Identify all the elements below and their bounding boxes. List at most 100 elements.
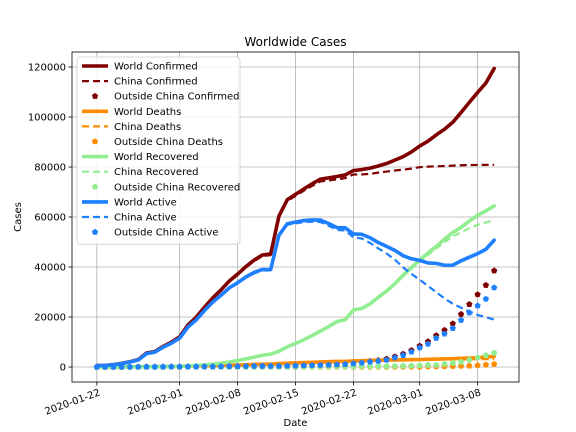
- legend-item: China Recovered: [82, 167, 198, 178]
- data-point: [449, 359, 456, 366]
- data-point: [217, 363, 225, 370]
- data-point: [358, 359, 365, 366]
- data-point: [383, 356, 390, 363]
- legend-item: World Confirmed: [82, 62, 198, 73]
- data-point: [193, 363, 200, 370]
- data-point: [333, 361, 341, 368]
- data-point: [466, 301, 473, 307]
- legend-label: World Recovered: [114, 152, 199, 163]
- legend-item: World Recovered: [82, 152, 199, 163]
- data-point: [292, 362, 299, 369]
- data-point: [209, 363, 216, 370]
- data-point: [491, 360, 498, 367]
- legend-box: [76, 56, 241, 245]
- legend-item: Outside China Active: [91, 228, 218, 239]
- y-tick-label: 0: [60, 363, 66, 374]
- data-point: [226, 363, 233, 369]
- data-point: [433, 361, 440, 368]
- data-point: [408, 362, 415, 369]
- data-point: [143, 363, 150, 370]
- data-point: [242, 362, 249, 369]
- data-point: [159, 363, 167, 370]
- data-point: [135, 363, 142, 370]
- legend-marker: [91, 138, 99, 145]
- data-point: [482, 361, 490, 368]
- y-axis: 0 20000 40000 60000 80000 100000 120000: [28, 63, 72, 374]
- data-point: [317, 361, 324, 368]
- data-point: [482, 281, 490, 288]
- legend-label: China Active: [114, 213, 177, 224]
- data-point: [449, 320, 456, 327]
- data-point: [449, 325, 456, 332]
- legend-label: Outside China Recovered: [114, 182, 240, 193]
- data-point: [151, 363, 158, 370]
- data-point: [391, 362, 398, 369]
- data-point: [424, 361, 432, 368]
- data-point: [424, 340, 432, 347]
- data-point: [457, 316, 465, 323]
- data-point: [93, 363, 100, 370]
- data-point: [474, 354, 481, 361]
- legend-label: Outside China Deaths: [114, 137, 223, 148]
- data-point: [491, 284, 498, 291]
- legend-item: World Deaths: [82, 107, 181, 118]
- data-point: [275, 362, 283, 369]
- legend-label: World Deaths: [114, 107, 181, 118]
- legend-marker: [91, 183, 99, 190]
- data-point: [391, 354, 398, 361]
- data-point: [441, 330, 448, 337]
- data-point: [491, 349, 498, 356]
- y-tick-label: 80000: [34, 163, 66, 174]
- data-point: [474, 302, 481, 309]
- y-tick-label: 60000: [34, 213, 66, 224]
- y-tick-label: 100000: [28, 113, 66, 124]
- plot-series: [93, 66, 498, 370]
- legend-item: Outside China Confirmed: [91, 92, 239, 103]
- legend-item: Outside China Recovered: [91, 182, 240, 193]
- legend-item: China Active: [82, 213, 177, 224]
- chart-title: Worldwide Cases: [245, 35, 347, 49]
- data-point: [399, 352, 407, 358]
- legend-label: China Confirmed: [114, 77, 198, 88]
- data-point: [168, 363, 175, 370]
- data-point: [366, 358, 374, 365]
- legend-item: Outside China Deaths: [91, 137, 223, 148]
- series-outside-china-active: [93, 284, 498, 370]
- legend-label: China Deaths: [114, 122, 181, 133]
- data-point: [474, 291, 481, 298]
- data-point: [466, 309, 473, 316]
- data-point: [441, 360, 448, 367]
- y-tick-label: 20000: [34, 313, 66, 324]
- data-point: [350, 360, 357, 367]
- series-line-china-active: [96, 220, 495, 367]
- data-point: [433, 334, 440, 341]
- data-point: [441, 326, 448, 333]
- data-point: [201, 363, 208, 370]
- data-point: [300, 362, 307, 369]
- data-point: [101, 363, 109, 370]
- data-point: [259, 362, 266, 369]
- data-point: [457, 358, 465, 365]
- data-point: [482, 295, 490, 302]
- data-point: [416, 344, 423, 351]
- legend-label: Outside China Confirmed: [114, 92, 239, 103]
- data-point: [366, 363, 374, 370]
- data-point: [250, 362, 258, 369]
- data-point: [325, 361, 332, 368]
- legend-label: World Confirmed: [114, 62, 198, 73]
- legend-label: World Active: [114, 197, 177, 208]
- legend-label: Outside China Active: [114, 228, 218, 239]
- data-point: [284, 362, 291, 369]
- legend-marker: [91, 92, 99, 99]
- data-point: [474, 361, 481, 368]
- data-point: [383, 362, 390, 369]
- data-point: [176, 363, 183, 370]
- y-tick-label: 120000: [28, 63, 66, 74]
- legend-item: World Active: [82, 197, 177, 208]
- data-point: [342, 361, 349, 367]
- legend: World Confirmed China Confirmed Outside Ch…: [76, 56, 241, 245]
- legend-marker: [91, 228, 99, 235]
- data-point: [466, 356, 473, 363]
- y-tick-label: 40000: [34, 263, 66, 274]
